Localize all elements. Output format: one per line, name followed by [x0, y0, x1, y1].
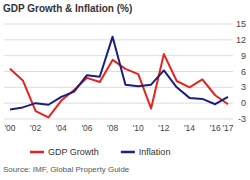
- grid-line: [4, 119, 233, 120]
- legend-label: Inflation: [139, 147, 171, 157]
- x-tick-label: '14: [184, 123, 195, 133]
- x-tick-label: '02: [30, 123, 41, 133]
- x-tick-label: '12: [158, 123, 169, 133]
- source: Source: IMF, Global Property Guide: [3, 165, 130, 174]
- y-tick-label: 0: [241, 98, 246, 108]
- x-tick-label: '10: [133, 123, 144, 133]
- plot-area: [10, 37, 228, 118]
- y-tick-label: 9: [241, 51, 246, 61]
- grid-line: [4, 71, 233, 72]
- y-tick-label: 3: [241, 82, 246, 92]
- x-tick-label: '08: [107, 123, 118, 133]
- grid-line: [4, 39, 233, 40]
- y-tick-label: 12: [236, 35, 246, 45]
- grid-line: [4, 24, 233, 25]
- y-tick-label: 6: [241, 67, 246, 77]
- x-tick-label: '00: [4, 123, 15, 133]
- legend-label: GDP Growth: [48, 147, 99, 157]
- x-tick-label: '17: [222, 123, 233, 133]
- x-tick-label: '04: [56, 123, 67, 133]
- legend-swatch: [121, 151, 135, 154]
- chart: GDP Growth & Inflation (%) -3 0 3 6 9 12 15 '00 '…: [0, 0, 250, 180]
- series-line: [10, 37, 228, 110]
- x-tick-label: '16: [210, 123, 221, 133]
- title: GDP Growth & Inflation (%): [3, 3, 132, 14]
- y-tick-label: 15: [236, 19, 246, 29]
- x-tick-label: '06: [81, 123, 92, 133]
- y-tick-label: -3: [238, 114, 246, 124]
- grid-line: [4, 87, 233, 88]
- legend-swatch: [30, 151, 44, 154]
